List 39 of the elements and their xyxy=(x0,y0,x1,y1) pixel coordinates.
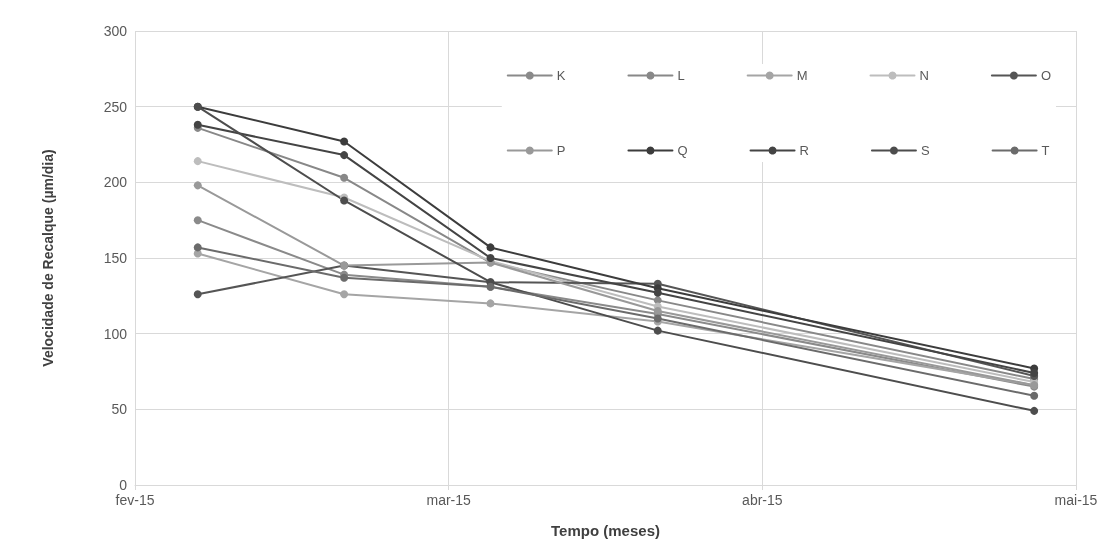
x-axis-title: Tempo (meses) xyxy=(551,522,660,539)
point xyxy=(193,157,202,166)
point xyxy=(193,216,202,225)
x-tick-label: abr-15 xyxy=(742,492,783,508)
point xyxy=(340,137,349,146)
y-tick-label: 0 xyxy=(119,477,128,493)
y-tick-label: 100 xyxy=(103,325,128,342)
point xyxy=(1030,391,1039,400)
x-tick-label: mar-15 xyxy=(426,492,472,508)
point xyxy=(653,288,662,297)
y-tick-label: 200 xyxy=(103,174,128,191)
legend-label: P xyxy=(556,143,566,158)
legend-label: Q xyxy=(677,143,688,158)
y-tick-label: 250 xyxy=(103,98,128,115)
legend-label: M xyxy=(796,68,808,83)
y-axis-title: Velocidade de Recalque (µm/dia) xyxy=(40,149,56,367)
point xyxy=(486,243,495,252)
legend-label: L xyxy=(677,68,685,83)
x-tick-label: fev-15 xyxy=(115,492,155,508)
point xyxy=(193,243,202,252)
point xyxy=(653,306,662,315)
point xyxy=(1030,406,1039,415)
point xyxy=(193,181,202,190)
point xyxy=(340,290,349,299)
y-tick-label: 150 xyxy=(103,250,128,266)
y-tick-label: 300 xyxy=(103,23,128,39)
legend-label: N xyxy=(919,68,929,83)
legend-label: S xyxy=(920,143,930,158)
point xyxy=(193,290,202,299)
legend-label: K xyxy=(556,68,566,83)
y-tick-label: 50 xyxy=(111,401,128,418)
point xyxy=(653,326,662,335)
point xyxy=(486,299,495,308)
x-tick-label: mai-15 xyxy=(1054,492,1098,508)
legend-label: O xyxy=(1040,68,1052,83)
point xyxy=(340,173,349,182)
point xyxy=(340,151,349,160)
legend-label: T xyxy=(1041,143,1050,158)
legend-label: R xyxy=(799,143,809,158)
